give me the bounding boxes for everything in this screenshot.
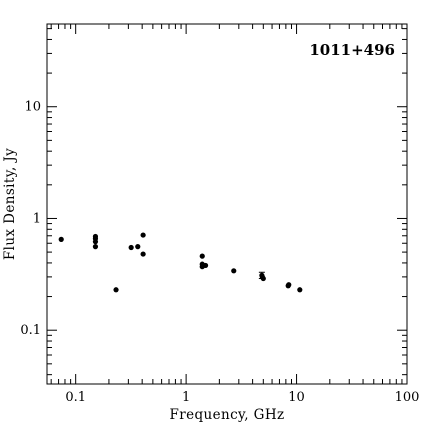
tick-labels: 0.1 1 10 100 0.1 1 10 bbox=[20, 100, 419, 405]
data-point bbox=[92, 243, 99, 250]
y-tick-label: 0.1 bbox=[20, 323, 41, 338]
data-point bbox=[113, 287, 119, 293]
y-tick-label: 10 bbox=[24, 100, 41, 115]
x-axis-label: Frequency, GHz bbox=[169, 407, 284, 423]
data-point bbox=[286, 282, 292, 288]
data-point bbox=[297, 287, 303, 293]
data-points bbox=[58, 232, 303, 293]
data-point bbox=[92, 239, 99, 245]
plot-frame bbox=[46, 23, 408, 385]
x-tick-label: 1 bbox=[182, 390, 190, 405]
axis-ticks bbox=[47, 24, 408, 384]
data-point bbox=[231, 268, 237, 274]
y-tick-label: 1 bbox=[33, 211, 41, 226]
x-tick-label: 100 bbox=[395, 390, 420, 405]
data-point bbox=[140, 251, 146, 257]
data-point bbox=[140, 232, 146, 238]
data-point bbox=[260, 275, 266, 282]
data-point bbox=[135, 243, 141, 250]
data-point bbox=[128, 244, 134, 251]
chart-title: 1011+496 bbox=[309, 41, 395, 59]
x-tick-label: 0.1 bbox=[65, 390, 86, 405]
data-point bbox=[202, 262, 209, 269]
data-point bbox=[199, 253, 205, 259]
y-axis-label: Flux Density, Jy bbox=[2, 148, 18, 260]
x-tick-label: 10 bbox=[288, 390, 305, 405]
data-point bbox=[58, 236, 64, 242]
